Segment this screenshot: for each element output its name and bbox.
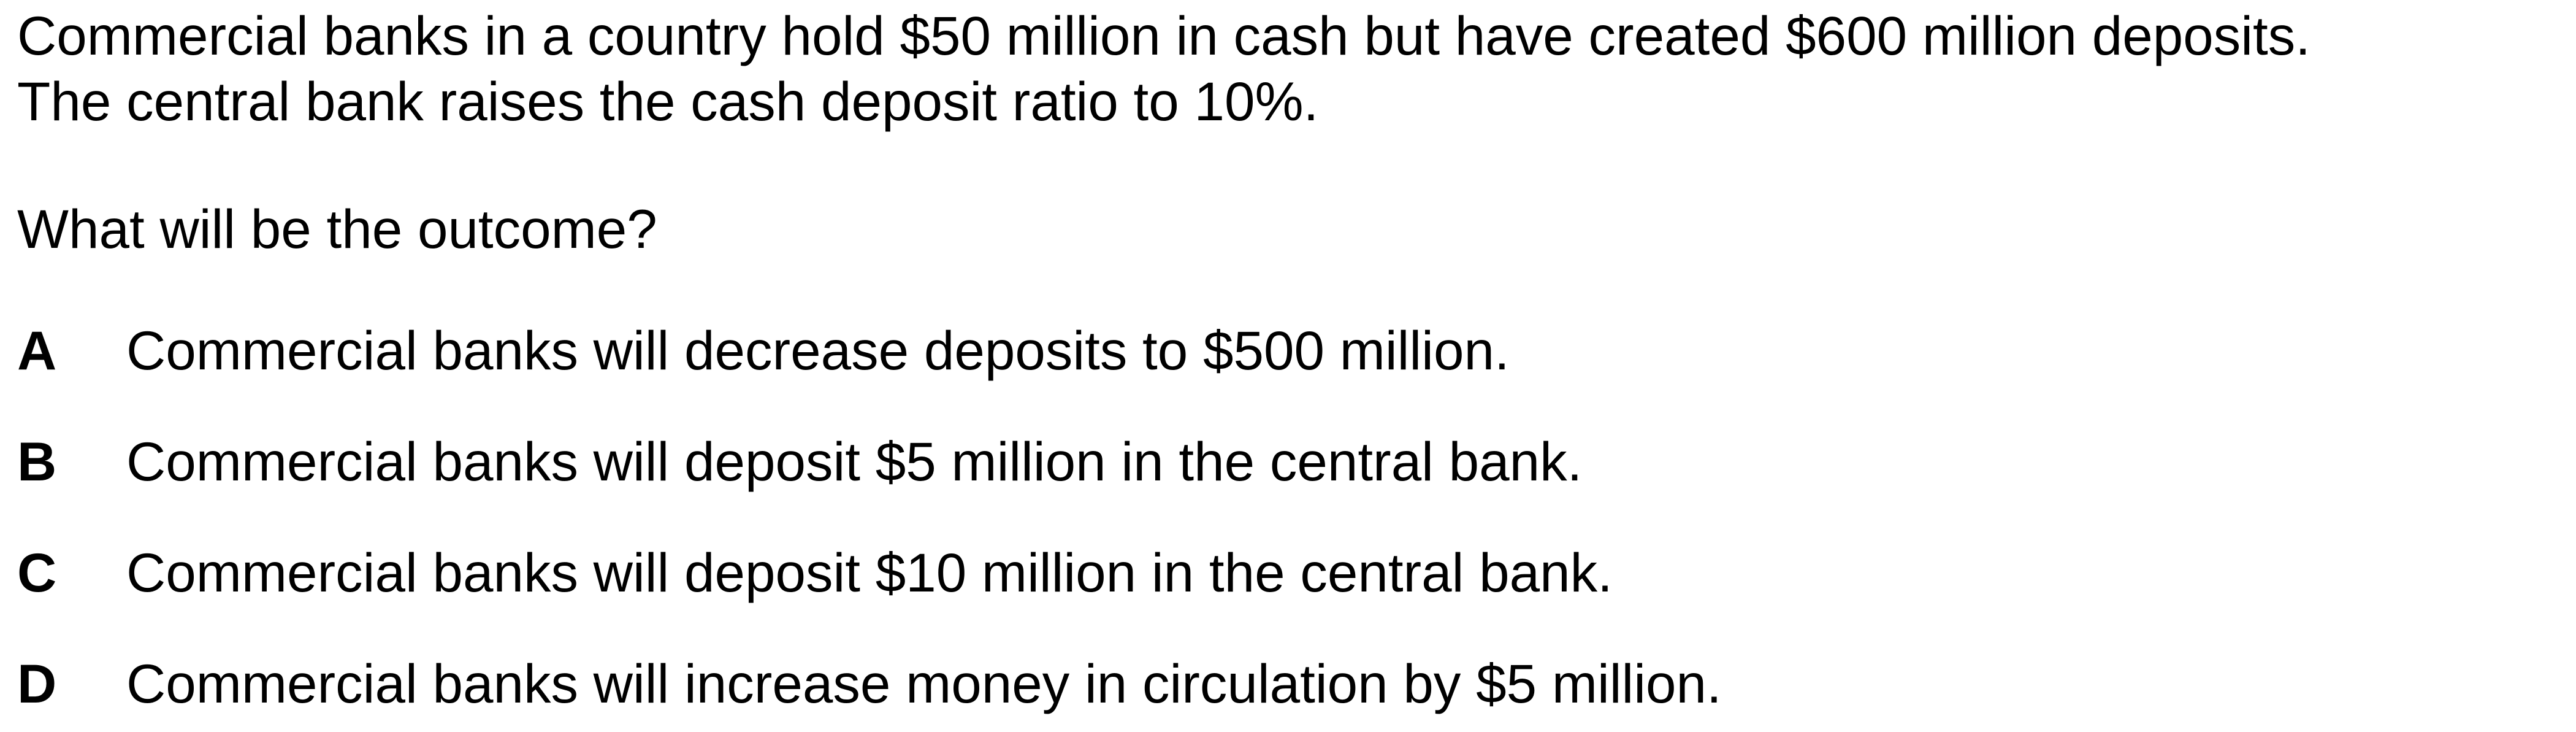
option-b-letter: B	[17, 431, 57, 492]
option-d: D Commercial banks will increase money i…	[17, 657, 1857, 718]
option-c: C Commercial banks will deposit $10 mill…	[17, 545, 1857, 607]
option-b-text: Commercial banks will deposit $5 million…	[126, 431, 1583, 492]
question-prompt: What will be the outcome?	[17, 198, 657, 260]
option-a: A Commercial banks will decrease deposit…	[17, 323, 1857, 385]
option-b: B Commercial banks will deposit $5 milli…	[17, 434, 1857, 496]
question-stem-line-1: Commercial banks in a country hold $50 m…	[17, 5, 2310, 66]
question-stem-line-2: The central bank raises the cash deposit…	[17, 71, 1319, 132]
option-c-letter: C	[17, 542, 57, 603]
option-a-text: Commercial banks will decrease deposits …	[126, 320, 1510, 381]
option-a-letter: A	[17, 320, 57, 381]
option-d-letter: D	[17, 653, 57, 714]
option-c-text: Commercial banks will deposit $10 millio…	[126, 542, 1613, 603]
option-d-text: Commercial banks will increase money in …	[126, 653, 1722, 714]
